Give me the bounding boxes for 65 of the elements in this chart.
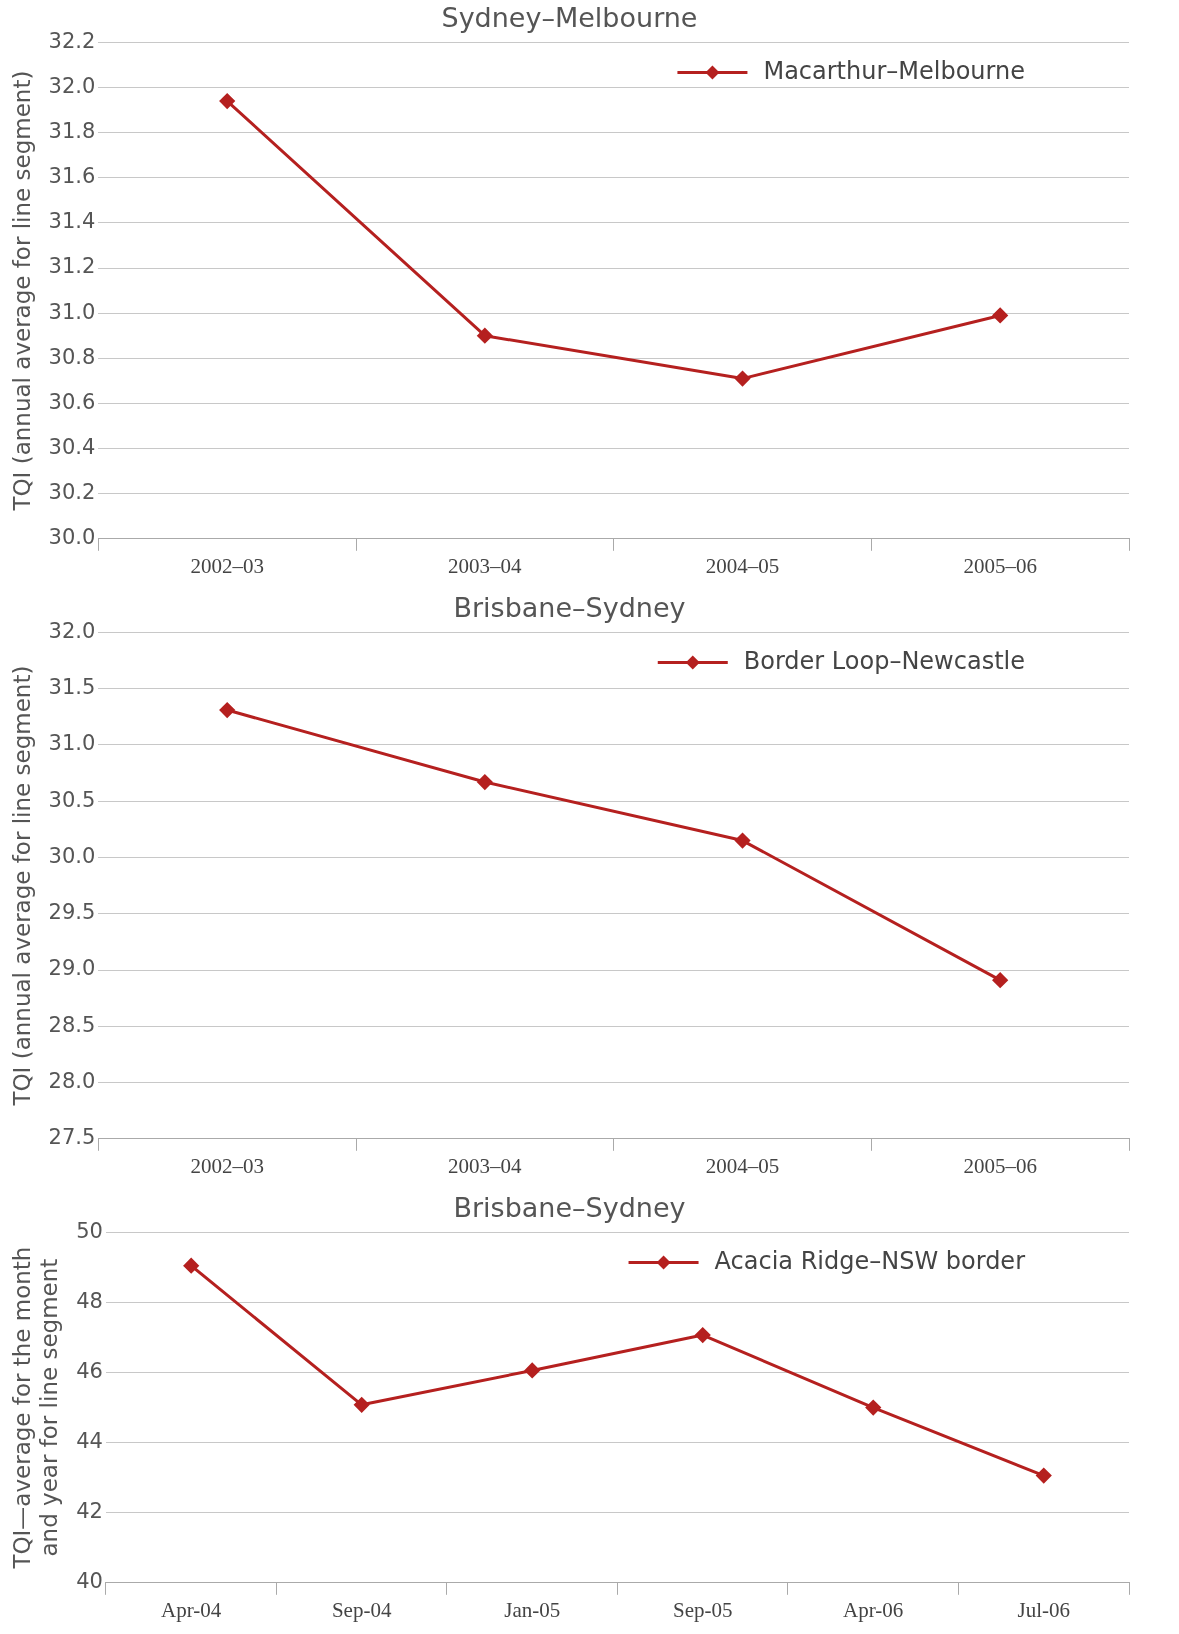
y-tick-label: 30.6 [48, 389, 96, 414]
x-tick-label: 2002–03 [190, 553, 264, 578]
point [477, 328, 493, 344]
y-tick-label: 48 [76, 1288, 103, 1313]
chart-title: Sydney–Melbourne [441, 2, 698, 34]
point [865, 1400, 881, 1416]
y-axis-title: TQI—average for the month and year for line segment [8, 1246, 63, 1570]
point [735, 371, 751, 387]
y-tick-label: 31.4 [48, 209, 96, 234]
y-tick-label: 30.2 [48, 480, 96, 505]
y-tick-label: 28.0 [48, 1068, 96, 1093]
y-tick-label: 28.5 [48, 1012, 96, 1037]
x-tick-label: 2005–06 [963, 553, 1037, 578]
y-tick-label: 31.8 [48, 119, 96, 144]
y-axis-title: TQI (annual average for line segment) [8, 665, 35, 1107]
x-tick-label: 2004–05 [705, 553, 780, 578]
x-tick-label: 2005–06 [963, 1153, 1037, 1178]
point [992, 307, 1008, 323]
y-tick-label: 27.5 [48, 1125, 96, 1150]
point [695, 1327, 711, 1343]
y-tick-label: 42 [76, 1499, 103, 1524]
y-tick-label: 31.0 [48, 731, 96, 756]
x-tick-label: 2004–05 [705, 1153, 780, 1178]
y-tick-label: 40 [76, 1569, 103, 1594]
point [992, 972, 1008, 988]
x-tick-label: Apr-06 [843, 1597, 904, 1622]
y-tick-label: 50 [76, 1218, 103, 1243]
y-tick-label: 29.0 [48, 956, 96, 981]
y-tick-label: 32.2 [48, 28, 96, 53]
point [219, 702, 235, 718]
y-tick-label: 31.0 [48, 299, 96, 324]
y-tick-label: 29.5 [48, 900, 96, 925]
y-axis-title: TQI (annual average for line segment) [8, 70, 35, 512]
y-tick-label: 31.2 [48, 254, 96, 279]
y-tick-label: 30.0 [48, 525, 96, 550]
x-tick-label: Apr-04 [161, 1597, 222, 1622]
point [477, 774, 493, 790]
x-tick-label: 2003–04 [448, 553, 523, 578]
chart-title: Brisbane–Sydney [453, 1192, 686, 1224]
x-tick-label: Sep-05 [672, 1597, 733, 1622]
point [219, 93, 235, 109]
point [735, 833, 751, 849]
y-tick-label: 44 [76, 1429, 103, 1454]
x-tick-label: Sep-04 [331, 1597, 392, 1622]
x-tick-label: Jan-05 [504, 1597, 561, 1622]
y-tick-label: 32.0 [48, 73, 96, 98]
point [354, 1397, 370, 1413]
point [1036, 1468, 1052, 1484]
x-tick-label: 2003–04 [448, 1153, 523, 1178]
chart-title: Brisbane–Sydney [453, 592, 686, 624]
y-tick-label: 31.5 [48, 675, 96, 700]
y-tick-label: 46 [76, 1359, 103, 1384]
y-tick-label: 30.5 [48, 787, 96, 812]
legend-label: Border Loop–Newcastle [743, 646, 1026, 675]
legend-label: Acacia Ridge–NSW border [714, 1246, 1026, 1275]
y-tick-label: 32.0 [48, 618, 96, 643]
legend-label: Macarthur–Melbourne [763, 56, 1025, 85]
point [524, 1362, 540, 1378]
y-tick-label: 30.8 [48, 344, 96, 369]
point [183, 1258, 199, 1274]
y-tick-label: 30.0 [48, 843, 96, 868]
y-tick-label: 31.6 [48, 164, 96, 189]
y-tick-label: 30.4 [48, 435, 96, 459]
x-tick-label: 2002–03 [190, 1153, 264, 1178]
x-tick-label: Jul-06 [1017, 1597, 1070, 1622]
